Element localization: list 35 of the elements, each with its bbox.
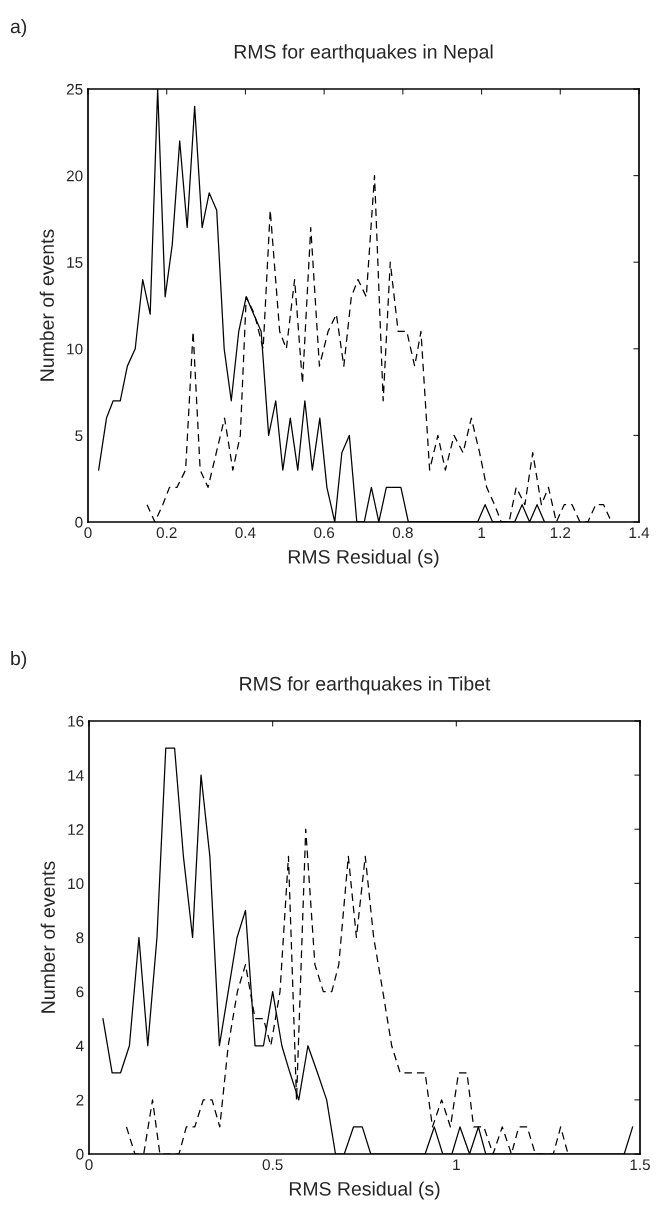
y-tick-label: 2 xyxy=(76,1094,84,1106)
x-tick-label: 0.2 xyxy=(156,527,177,539)
y-tick-label: 15 xyxy=(67,257,83,268)
x-tick-label: 0 xyxy=(85,1159,93,1171)
chart-title: RMS for earthquakes in Tibet xyxy=(240,676,491,695)
x-tick-label: 0 xyxy=(84,527,92,539)
y-tick-label: 20 xyxy=(66,170,83,182)
y-tick-label: 12 xyxy=(68,824,84,835)
x-axis-title: RMS Residual (s) xyxy=(288,549,439,568)
y-axis-title: Number of events xyxy=(40,861,55,1013)
x-tick-label: 1.4 xyxy=(629,527,650,538)
y-tick-label: 0 xyxy=(76,1148,84,1160)
y-tick-label: 0 xyxy=(75,516,83,528)
y-axis-title: Number of events xyxy=(39,229,54,381)
x-tick-label: 1.2 xyxy=(550,527,571,538)
y-tick-label: 5 xyxy=(75,430,83,442)
y-tick-label: 4 xyxy=(75,1040,84,1052)
x-tick-label: 0.4 xyxy=(235,527,256,539)
y-tick-label: 6 xyxy=(76,986,84,998)
x-axis-title: RMS Residual (s) xyxy=(289,1181,440,1200)
y-tick-label: 14 xyxy=(68,770,84,781)
x-tick-label: 1.5 xyxy=(630,1159,650,1171)
y-tick-label: 25 xyxy=(66,83,83,95)
x-tick-label: 0.6 xyxy=(314,527,335,539)
y-tick-label: 8 xyxy=(76,932,84,944)
text: b) xyxy=(11,651,27,670)
chart-title: RMS for earthquakes in Nepal xyxy=(234,44,493,63)
text: a) xyxy=(10,19,27,38)
x-tick-label: 1 xyxy=(453,1159,460,1170)
x-tick-label: 1 xyxy=(478,527,486,538)
x-tick-label: 0.5 xyxy=(262,1159,283,1171)
y-tick-label: 10 xyxy=(68,878,84,890)
y-tick-label: 10 xyxy=(67,343,83,355)
x-tick-label: 0.8 xyxy=(392,527,413,539)
y-tick-label: 16 xyxy=(68,715,84,727)
